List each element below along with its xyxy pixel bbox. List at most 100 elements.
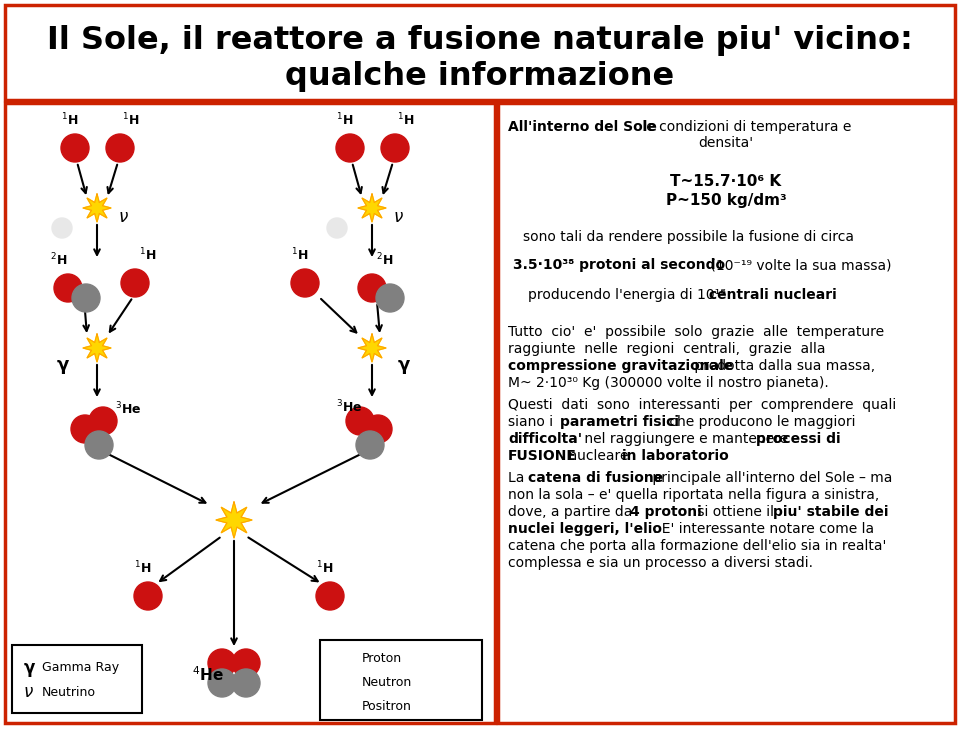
Text: sono tali da rendere possibile la fusione di circa: sono tali da rendere possibile la fusion… [523, 230, 854, 244]
Polygon shape [83, 194, 111, 222]
Text: 4 protoni: 4 protoni [630, 505, 702, 519]
Circle shape [346, 407, 374, 435]
Polygon shape [216, 502, 252, 538]
Text: piu' stabile dei: piu' stabile dei [773, 505, 889, 519]
Text: .: . [707, 449, 711, 463]
Circle shape [376, 284, 404, 312]
Circle shape [330, 671, 354, 695]
Text: $^1$H: $^1$H [134, 559, 152, 576]
Text: $^1$H: $^1$H [336, 112, 353, 128]
Circle shape [232, 669, 260, 697]
Text: Neutrino: Neutrino [42, 685, 96, 698]
Circle shape [332, 696, 352, 716]
Circle shape [327, 218, 347, 238]
Circle shape [89, 407, 117, 435]
Circle shape [61, 134, 89, 162]
Circle shape [52, 218, 72, 238]
Text: $^1$H: $^1$H [122, 112, 139, 128]
Circle shape [121, 269, 149, 297]
Text: Questi  dati  sono  interessanti  per  comprendere  quali: Questi dati sono interessanti per compre… [508, 398, 897, 412]
Text: Positron: Positron [362, 700, 412, 712]
Text: T~15.7·10⁶ K: T~15.7·10⁶ K [670, 174, 781, 189]
Text: nucleare: nucleare [564, 449, 633, 463]
Text: difficolta': difficolta' [508, 432, 582, 446]
Text: . E' interessante notare come la: . E' interessante notare come la [653, 522, 875, 536]
Text: principale all'interno del Sole – ma: principale all'interno del Sole – ma [648, 471, 893, 485]
Text: siano i: siano i [508, 415, 558, 429]
Text: Tutto  cio'  e'  possibile  solo  grazie  alle  temperature: Tutto cio' e' possibile solo grazie alle… [508, 325, 884, 339]
Circle shape [85, 431, 113, 459]
Text: (10⁻¹⁹ volte la sua massa): (10⁻¹⁹ volte la sua massa) [706, 258, 892, 272]
Text: ν: ν [24, 683, 34, 701]
Circle shape [208, 669, 236, 697]
Text: $^3$He: $^3$He [115, 400, 141, 417]
Text: in laboratorio: in laboratorio [622, 449, 729, 463]
Text: Gamma Ray: Gamma Ray [42, 661, 119, 674]
Circle shape [330, 646, 354, 670]
Circle shape [71, 415, 99, 443]
Text: $^1$H: $^1$H [291, 246, 308, 263]
Text: Proton: Proton [362, 652, 402, 665]
FancyBboxPatch shape [498, 103, 955, 723]
Circle shape [336, 134, 364, 162]
Circle shape [364, 415, 392, 443]
Text: All'interno del Sole: All'interno del Sole [508, 120, 657, 134]
FancyBboxPatch shape [12, 645, 142, 713]
Text: $^1$H: $^1$H [316, 559, 333, 576]
Text: le condizioni di temperatura e: le condizioni di temperatura e [638, 120, 852, 134]
Polygon shape [83, 334, 111, 362]
Circle shape [54, 274, 82, 302]
Polygon shape [358, 194, 386, 222]
Circle shape [316, 582, 344, 610]
Text: qualche informazione: qualche informazione [285, 61, 675, 92]
Text: $^2$H: $^2$H [50, 252, 67, 268]
Text: si ottiene il: si ottiene il [693, 505, 779, 519]
Circle shape [208, 649, 236, 677]
Circle shape [291, 269, 319, 297]
FancyBboxPatch shape [320, 640, 482, 720]
Text: compressione gravitazionale: compressione gravitazionale [508, 359, 733, 373]
Circle shape [232, 649, 260, 677]
Text: non la sola – e' quella riportata nella figura a sinistra,: non la sola – e' quella riportata nella … [508, 488, 879, 502]
Text: prodotta dalla sua massa,: prodotta dalla sua massa, [690, 359, 876, 373]
Text: γ: γ [398, 356, 410, 374]
Polygon shape [358, 334, 386, 362]
Circle shape [106, 134, 134, 162]
Circle shape [72, 284, 100, 312]
Text: $^4$He: $^4$He [192, 666, 224, 685]
Text: P~150 kg/dm³: P~150 kg/dm³ [665, 193, 786, 208]
Text: centrali nucleari: centrali nucleari [704, 288, 837, 302]
Text: $^1$H: $^1$H [61, 112, 79, 128]
Text: M~ 2·10³⁰ Kg (300000 volte il nostro pianeta).: M~ 2·10³⁰ Kg (300000 volte il nostro pia… [508, 376, 828, 390]
Text: processi di: processi di [756, 432, 841, 446]
Text: nuclei leggeri, l'elio: nuclei leggeri, l'elio [508, 522, 662, 536]
Text: $^1$H: $^1$H [139, 246, 156, 263]
Text: Neutron: Neutron [362, 677, 412, 690]
Text: densita': densita' [699, 136, 754, 150]
FancyBboxPatch shape [5, 5, 955, 100]
Text: nel raggiungere e mantenere: nel raggiungere e mantenere [580, 432, 793, 446]
Text: FUSIONE: FUSIONE [508, 449, 577, 463]
Circle shape [381, 134, 409, 162]
Text: dove, a partire da: dove, a partire da [508, 505, 636, 519]
Text: $^1$H: $^1$H [397, 112, 415, 128]
Text: che producono le maggiori: che producono le maggiori [665, 415, 855, 429]
Circle shape [356, 431, 384, 459]
Text: complessa e sia un processo a diversi stadi.: complessa e sia un processo a diversi st… [508, 556, 813, 570]
Text: ν: ν [119, 208, 129, 226]
FancyBboxPatch shape [5, 103, 495, 723]
Text: Il Sole, il reattore a fusione naturale piu' vicino:: Il Sole, il reattore a fusione naturale … [47, 25, 913, 55]
Text: parametri fisici: parametri fisici [560, 415, 679, 429]
Text: γ: γ [24, 659, 36, 677]
Text: γ: γ [57, 356, 69, 374]
Circle shape [358, 274, 386, 302]
Text: ν: ν [394, 208, 403, 226]
Text: $^3$He: $^3$He [336, 399, 362, 415]
Text: producendo l'energia di 10¹⁸: producendo l'energia di 10¹⁸ [528, 288, 726, 302]
Text: raggiunte  nelle  regioni  centrali,  grazie  alla: raggiunte nelle regioni centrali, grazie… [508, 342, 826, 356]
Text: $^2$H: $^2$H [376, 252, 394, 268]
Text: 3.5·10³⁸ protoni al secondo: 3.5·10³⁸ protoni al secondo [513, 258, 725, 272]
Text: catena che porta alla formazione dell'elio sia in realta': catena che porta alla formazione dell'el… [508, 539, 886, 553]
Text: catena di fusione: catena di fusione [528, 471, 663, 485]
Circle shape [134, 582, 162, 610]
